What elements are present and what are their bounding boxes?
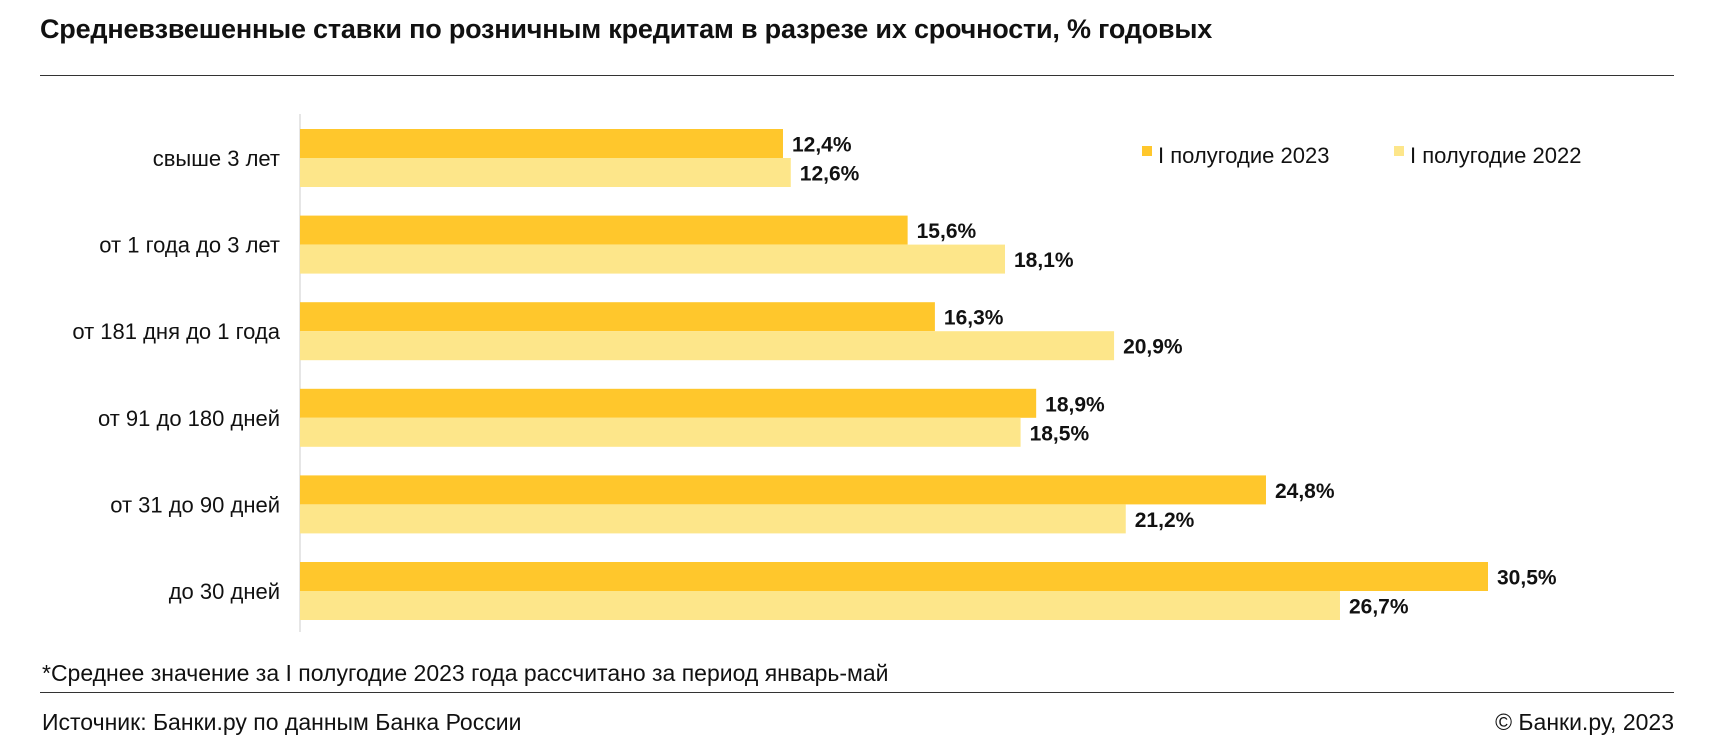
bar-2022 (300, 504, 1126, 534)
data-label: 18,5% (1030, 422, 1090, 445)
data-label: 30,5% (1497, 567, 1557, 590)
legend-label-2023: I полугодие 2023 (1158, 143, 1329, 168)
bar-2022 (300, 331, 1115, 361)
bar-2022 (300, 591, 1340, 620)
bar-2023 (300, 562, 1488, 591)
data-label: 12,4% (792, 134, 852, 157)
data-label: 24,8% (1275, 480, 1335, 503)
legend-swatch-2022 (1394, 146, 1404, 156)
category-label: от 181 дня до 1 года (72, 319, 280, 344)
bar-2022 (300, 417, 1021, 447)
data-label: 18,9% (1045, 393, 1105, 416)
bar-chart: свыше 3 лет 12,4% 12,6% от 1 года до 3 лет 1… (72, 114, 1581, 632)
legend-swatch-2023 (1142, 146, 1152, 156)
copyright: © Банки.ру, 2023 (1495, 709, 1674, 735)
source-note: Источник: Банки.ру по данным Банка Росси… (42, 709, 522, 735)
chart-title: Средневзвешенные ставки по розничным кре… (40, 14, 1213, 44)
category-label: свыше 3 лет (153, 146, 280, 171)
data-label: 26,7% (1349, 596, 1409, 619)
bar-2022 (300, 244, 1006, 274)
data-label: 20,9% (1123, 336, 1183, 359)
data-label: 12,6% (800, 163, 860, 186)
title-divider (40, 75, 1674, 76)
bars-group: свыше 3 лет 12,4% 12,6% от 1 года до 3 лет 1… (72, 129, 1557, 620)
footnote: *Среднее значение за I полугодие 2023 го… (42, 660, 889, 686)
bar-2023 (300, 129, 783, 158)
bar-2022 (300, 158, 791, 187)
data-label: 21,2% (1135, 509, 1195, 532)
category-label: до 30 дней (169, 579, 280, 604)
legend: I полугодие 2023 I полугодие 2022 (1142, 143, 1581, 168)
bar-2023 (300, 302, 935, 332)
bar-2023 (300, 388, 1037, 418)
legend-label-2022: I полугодие 2022 (1410, 143, 1581, 168)
bar-2023 (300, 215, 908, 245)
data-label: 15,6% (917, 220, 977, 243)
category-label: от 1 года до 3 лет (99, 233, 280, 258)
footer-divider (40, 692, 1674, 693)
data-label: 16,3% (944, 307, 1004, 330)
data-label: 18,1% (1014, 249, 1074, 272)
bar-2023 (300, 475, 1266, 505)
category-label: от 91 до 180 дней (98, 406, 280, 431)
category-label: от 31 до 90 дней (110, 492, 280, 517)
